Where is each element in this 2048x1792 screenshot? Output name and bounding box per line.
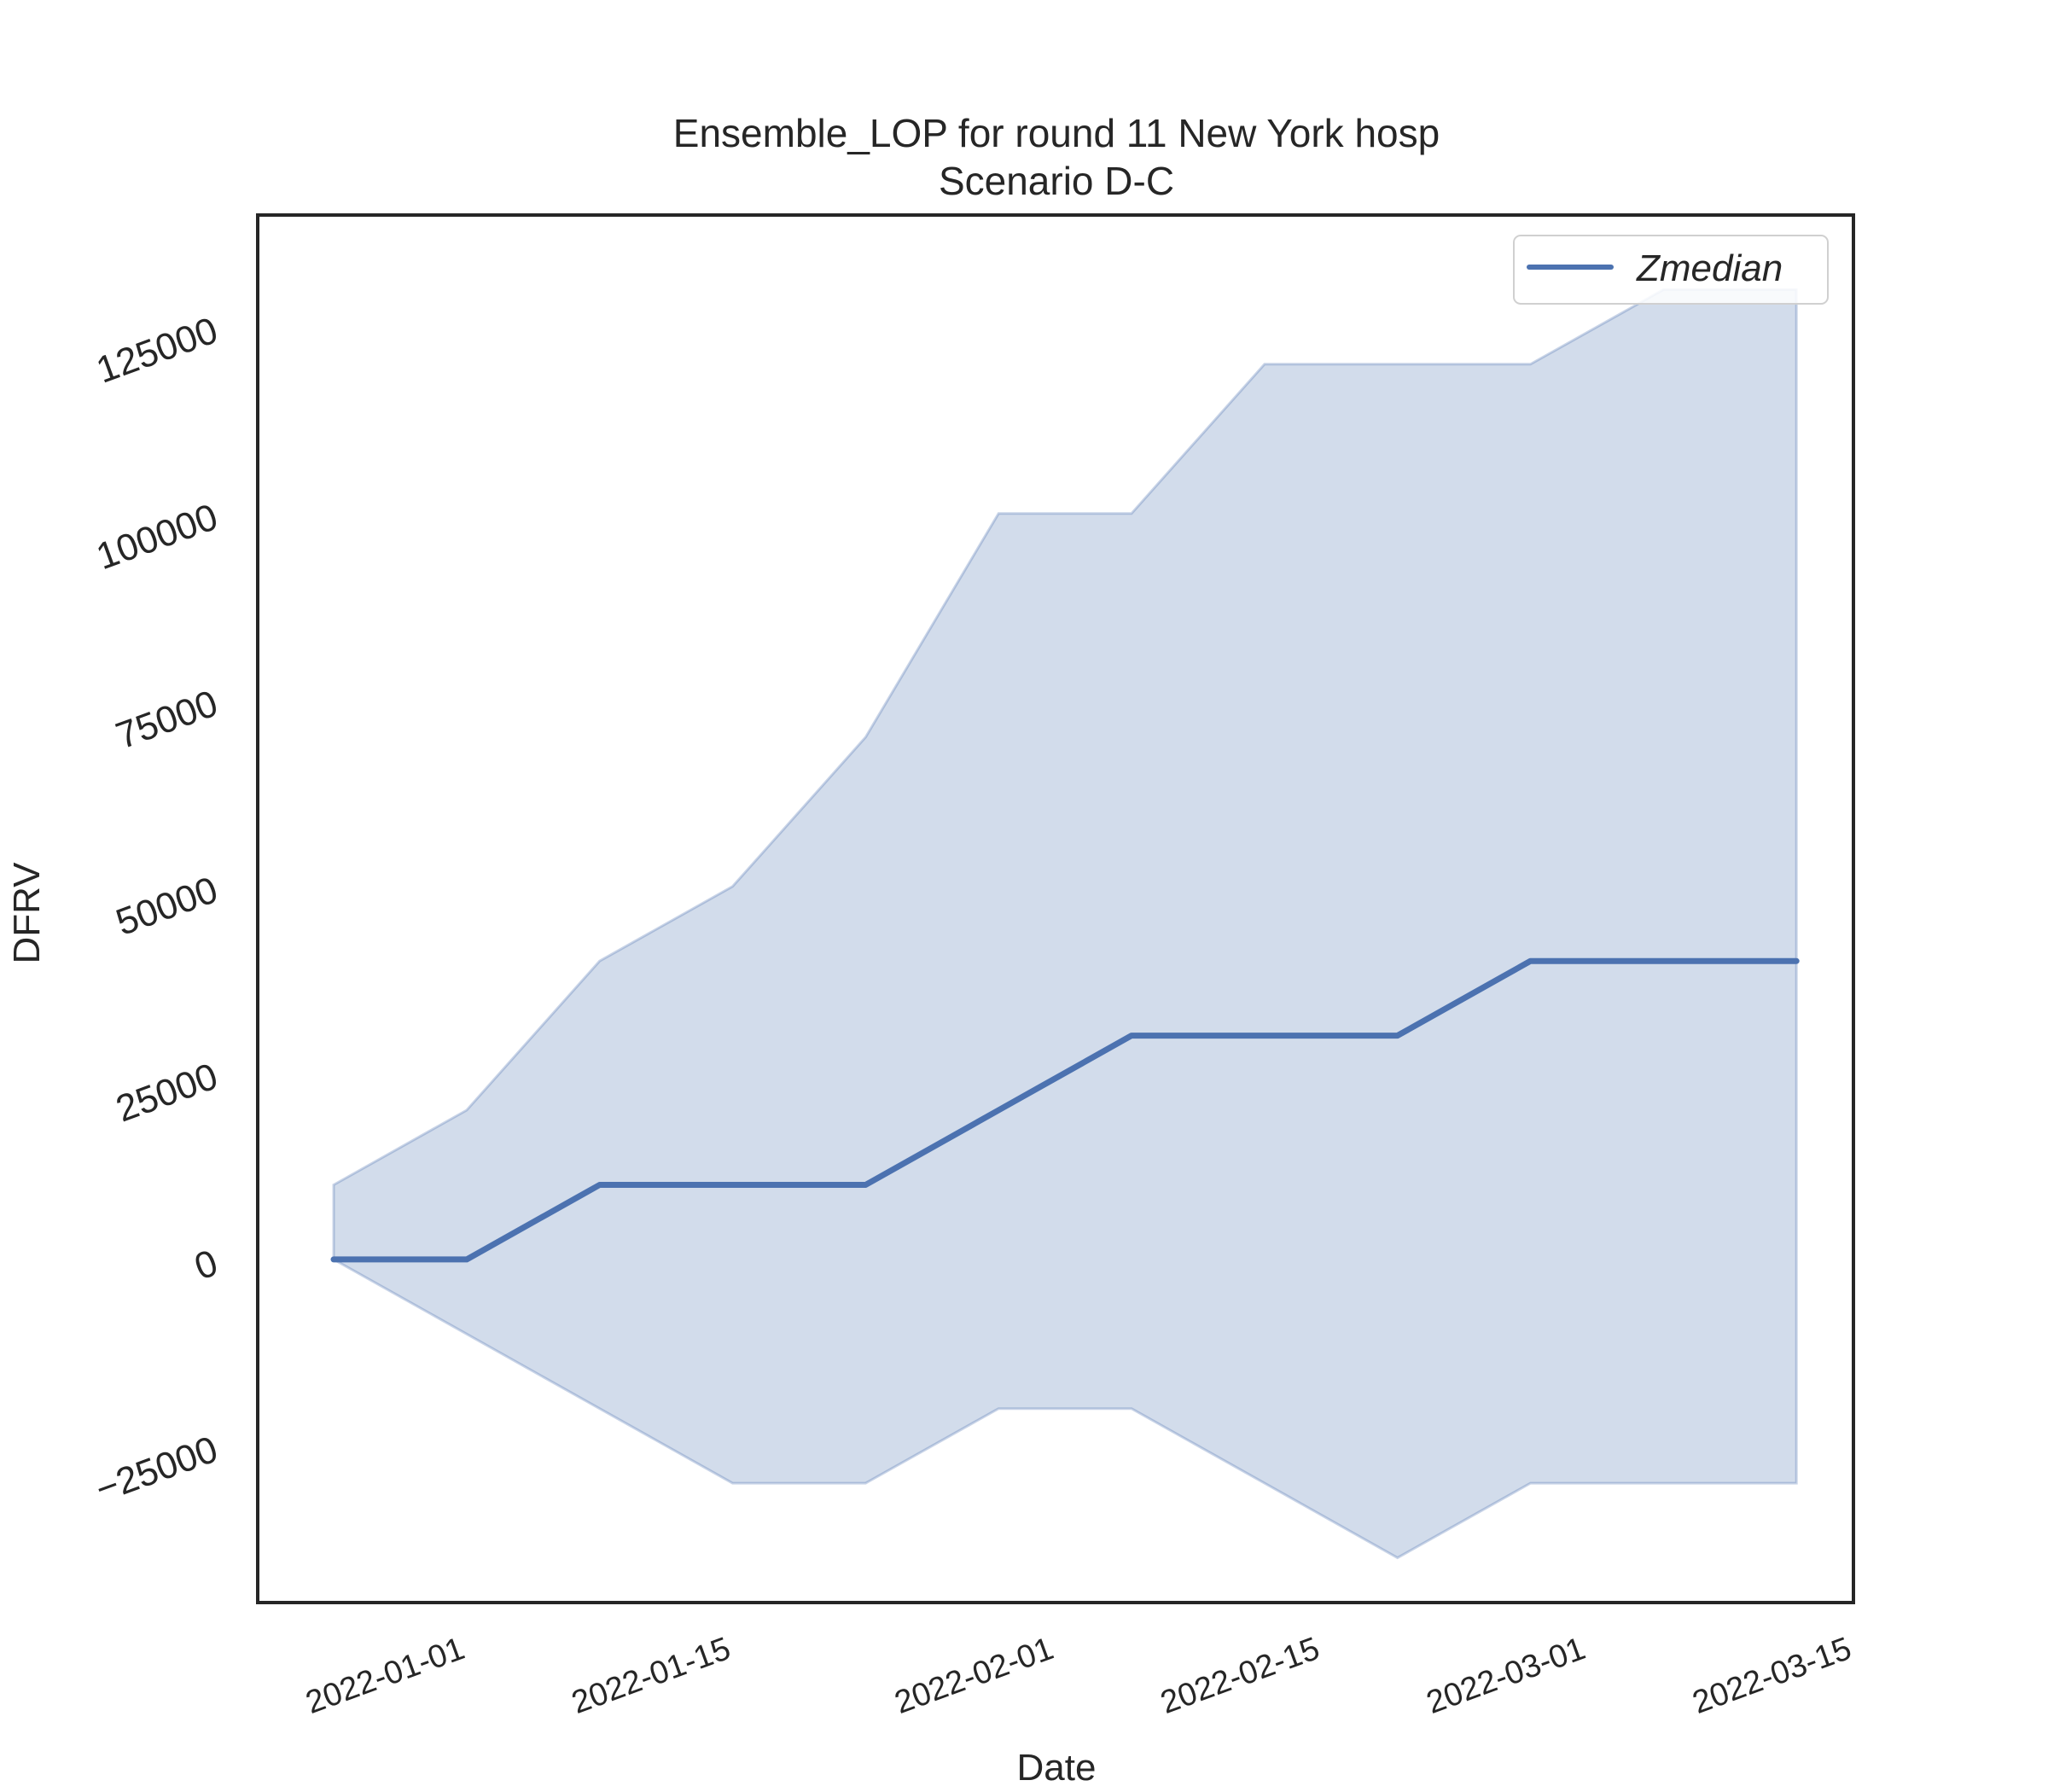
median-line-layer xyxy=(330,957,1800,1263)
uncertainty-band xyxy=(332,288,1798,1560)
y-tick-label: 0 xyxy=(189,1242,224,1288)
y-axis-label: DFRV xyxy=(6,862,48,964)
y-tick-label: 75000 xyxy=(111,683,224,758)
x-tick-label: 2022-02-15 xyxy=(1156,1631,1324,1721)
y-tick-label: 125000 xyxy=(91,309,224,391)
x-axis-label: Date xyxy=(1017,1747,1097,1789)
y-axis-ticks: −25000 0 25000 50000 75000 100000 125000 xyxy=(90,309,224,1510)
x-axis-ticks: 2022-01-01 2022-01-15 2022-02-01 2022-02-15… xyxy=(301,1631,1856,1721)
chart-title: Ensemble_LOP for round 11 New York hosp xyxy=(673,111,1440,155)
legend-label: Zmedian xyxy=(1636,247,1783,289)
chart-subtitle: Scenario D-C xyxy=(939,159,1174,203)
plot-frame xyxy=(256,213,1855,1604)
y-tick-label: 100000 xyxy=(91,496,224,578)
plot-area xyxy=(256,213,1855,1604)
x-tick-label: 2022-01-01 xyxy=(301,1631,469,1721)
legend-box xyxy=(1513,235,1829,305)
y-tick-label: 50000 xyxy=(111,869,224,944)
x-tick-label: 2022-01-15 xyxy=(567,1631,736,1721)
y-tick-label: −25000 xyxy=(90,1428,224,1511)
uncertainty-band-layer xyxy=(332,288,1798,1560)
x-tick-label: 2022-03-01 xyxy=(1422,1631,1590,1721)
x-tick-label: 2022-03-15 xyxy=(1688,1631,1856,1721)
x-tick-label: 2022-02-01 xyxy=(890,1631,1058,1721)
legend: Zmedian xyxy=(1513,235,1829,305)
y-tick-label: 25000 xyxy=(111,1056,224,1131)
series-line-zmedian xyxy=(330,957,1800,1263)
